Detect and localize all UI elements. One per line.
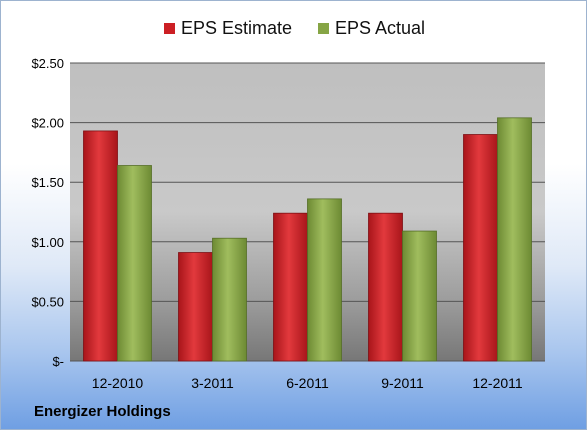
- bar-eps-actual: [402, 230, 437, 362]
- x-tick-label: 3-2011: [191, 375, 234, 391]
- company-name: Energizer Holdings: [34, 403, 171, 420]
- y-tick-label: $2.00: [31, 116, 64, 131]
- x-tick-label: 12-2010: [92, 375, 144, 391]
- y-tick-label: $1.00: [31, 235, 64, 250]
- legend-swatch-actual: [317, 23, 329, 34]
- y-tick-label: $1.50: [31, 175, 64, 190]
- legend-item-estimate: EPS Estimate: [163, 18, 292, 39]
- legend-label-actual: EPS Actual: [334, 18, 426, 38]
- y-tick-label: $2.50: [31, 56, 64, 71]
- y-tick-label: $0.50: [31, 294, 64, 309]
- bar-eps-estimate: [463, 134, 498, 362]
- legend: EPS Estimate EPS Actual: [1, 18, 586, 39]
- legend-label-estimate: EPS Estimate: [180, 18, 292, 38]
- bar-eps-estimate: [178, 252, 213, 362]
- legend-swatch-estimate: [163, 23, 175, 34]
- x-tick-label: 12-2011: [472, 375, 523, 391]
- bar-eps-estimate: [273, 212, 308, 362]
- legend-item-actual: EPS Actual: [317, 18, 426, 39]
- bar-eps-actual: [117, 165, 152, 362]
- bar-eps-estimate: [368, 212, 403, 362]
- x-tick-label: 6-2011: [286, 375, 329, 391]
- bar-eps-actual: [307, 198, 342, 362]
- x-tick-label: 9-2011: [381, 375, 424, 391]
- y-tick-label: $-: [52, 354, 64, 369]
- bar-eps-actual: [212, 237, 247, 362]
- bar-eps-estimate: [83, 130, 118, 362]
- bar-eps-actual: [497, 117, 532, 362]
